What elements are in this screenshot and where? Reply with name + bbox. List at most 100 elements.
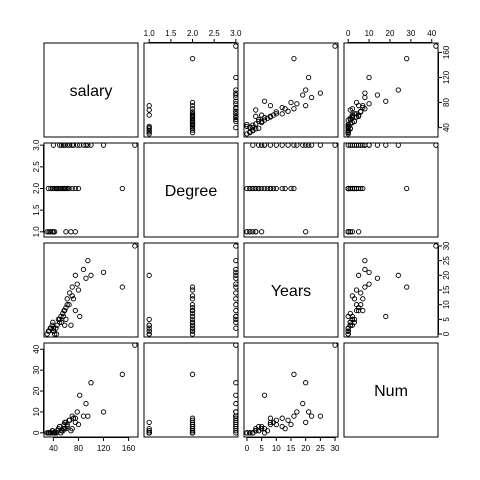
data-point-years-vs-salary <box>72 307 78 314</box>
data-point-num-vs-degree <box>189 415 196 421</box>
data-point-num-vs-salary <box>85 413 91 419</box>
data-point-salary-vs-years <box>253 126 259 132</box>
data-point-years-vs-salary <box>60 313 67 320</box>
data-point-degree-vs-salary <box>62 142 68 148</box>
data-point-degree-vs-years <box>300 142 306 148</box>
data-point-years-vs-num <box>345 328 351 334</box>
tick-label-num: 0 <box>32 430 41 435</box>
data-point-degree-vs-num <box>353 185 360 192</box>
tick-label-salary: 160 <box>122 444 136 453</box>
data-point-years-vs-degree <box>189 331 196 337</box>
data-point-degree-vs-years <box>247 185 253 192</box>
data-point-years-vs-salary <box>69 284 75 290</box>
data-point-degree-vs-salary <box>58 185 64 192</box>
data-point-num-vs-years <box>291 413 297 419</box>
data-point-salary-vs-num <box>345 129 351 136</box>
data-point-years-vs-degree <box>189 296 196 302</box>
data-point-degree-vs-salary <box>100 142 107 148</box>
data-point-degree-vs-salary <box>64 185 70 192</box>
tick-label-years: 25 <box>316 444 325 453</box>
data-point-degree-vs-num <box>395 142 401 148</box>
data-point-degree-vs-years <box>267 142 274 148</box>
data-point-years-vs-num <box>355 272 362 278</box>
tick-label-years: 30 <box>331 444 340 453</box>
data-point-years-vs-degree <box>189 313 196 320</box>
data-point-degree-vs-years <box>273 185 279 192</box>
tick-label-degree: 1.5 <box>32 204 41 216</box>
data-point-years-vs-degree <box>189 325 196 331</box>
data-point-degree-vs-years <box>253 229 259 235</box>
tick-label-years: 5 <box>259 444 264 453</box>
data-point-degree-vs-num <box>351 185 358 192</box>
data-point-degree-vs-years <box>317 142 324 148</box>
data-point-salary-vs-years <box>253 107 259 113</box>
tick-label-num: 0 <box>346 29 351 38</box>
data-point-years-vs-num <box>349 293 356 299</box>
data-point-salary-vs-degree <box>233 118 239 124</box>
tick-label-degree: 1.0 <box>32 226 41 238</box>
data-point-degree-vs-years <box>261 142 268 148</box>
panel-frame-salary <box>43 42 139 138</box>
data-point-degree-vs-years <box>244 229 250 235</box>
data-point-degree-vs-num <box>360 185 366 192</box>
data-point-salary-vs-years <box>250 127 256 133</box>
data-point-num-vs-degree <box>233 380 239 386</box>
data-point-years-vs-salary <box>88 272 94 278</box>
data-point-degree-vs-salary <box>44 229 50 235</box>
tick-label-years: 0 <box>442 331 451 336</box>
data-point-years-vs-degree <box>146 272 152 278</box>
data-point-salary-vs-degree <box>189 56 196 62</box>
panel-frame-years-vs-salary <box>43 242 139 338</box>
data-point-salary-vs-num <box>383 98 389 104</box>
panel-frame-salary-vs-years <box>243 42 339 138</box>
data-point-years-vs-salary <box>119 284 125 290</box>
data-point-salary-vs-degree <box>189 99 196 106</box>
data-point-degree-vs-salary <box>63 229 69 235</box>
data-point-salary-vs-degree <box>189 127 196 133</box>
tick-label-years: 0 <box>245 444 250 453</box>
data-point-degree-vs-salary <box>75 185 82 192</box>
data-point-years-vs-salary <box>48 325 54 331</box>
data-point-years-vs-salary <box>77 313 83 320</box>
data-point-years-vs-degree <box>189 293 196 299</box>
data-point-years-vs-degree <box>146 316 152 323</box>
data-point-years-vs-degree <box>146 328 152 334</box>
data-point-num-vs-years <box>303 380 309 386</box>
data-point-salary-vs-years <box>253 113 259 119</box>
data-point-degree-vs-years <box>288 185 294 192</box>
tick-label-degree: 2.5 <box>209 29 221 38</box>
data-point-degree-vs-salary <box>64 142 70 148</box>
data-point-degree-vs-num <box>360 142 366 148</box>
data-point-salary-vs-num <box>374 92 381 98</box>
data-point-num-vs-degree <box>233 415 239 421</box>
data-point-num-vs-salary <box>60 425 67 432</box>
data-point-years-vs-salary <box>53 325 59 331</box>
data-point-degree-vs-years <box>303 229 309 235</box>
data-point-salary-vs-degree <box>189 117 196 123</box>
data-point-years-vs-degree <box>233 296 239 302</box>
data-point-degree-vs-num <box>366 142 372 148</box>
data-point-num-vs-salary <box>100 409 107 415</box>
tick-label-salary: 40 <box>442 123 451 132</box>
tick-label-degree: 2.0 <box>187 29 199 38</box>
data-point-years-vs-salary <box>67 290 73 296</box>
tick-label-years: 25 <box>442 256 451 265</box>
data-point-years-vs-degree <box>146 322 152 328</box>
variable-name-degree: Degree <box>165 183 218 200</box>
data-point-degree-vs-salary <box>48 185 54 192</box>
data-point-degree-vs-salary <box>72 229 78 235</box>
data-point-years-vs-num <box>353 287 360 293</box>
data-point-degree-vs-salary <box>88 142 94 148</box>
data-point-salary-vs-years <box>291 106 297 112</box>
data-point-degree-vs-num <box>383 142 389 148</box>
data-point-degree-vs-salary <box>72 185 78 192</box>
data-point-num-vs-salary <box>75 421 82 428</box>
data-point-salary-vs-num <box>395 87 401 93</box>
data-point-years-vs-degree <box>189 322 196 328</box>
data-point-num-vs-degree <box>233 400 239 407</box>
tick-label-years: 20 <box>301 444 310 453</box>
data-point-degree-vs-salary <box>83 142 89 148</box>
data-point-salary-vs-num <box>362 90 368 96</box>
data-point-salary-vs-years <box>256 118 262 124</box>
data-point-salary-vs-degree <box>233 111 239 117</box>
